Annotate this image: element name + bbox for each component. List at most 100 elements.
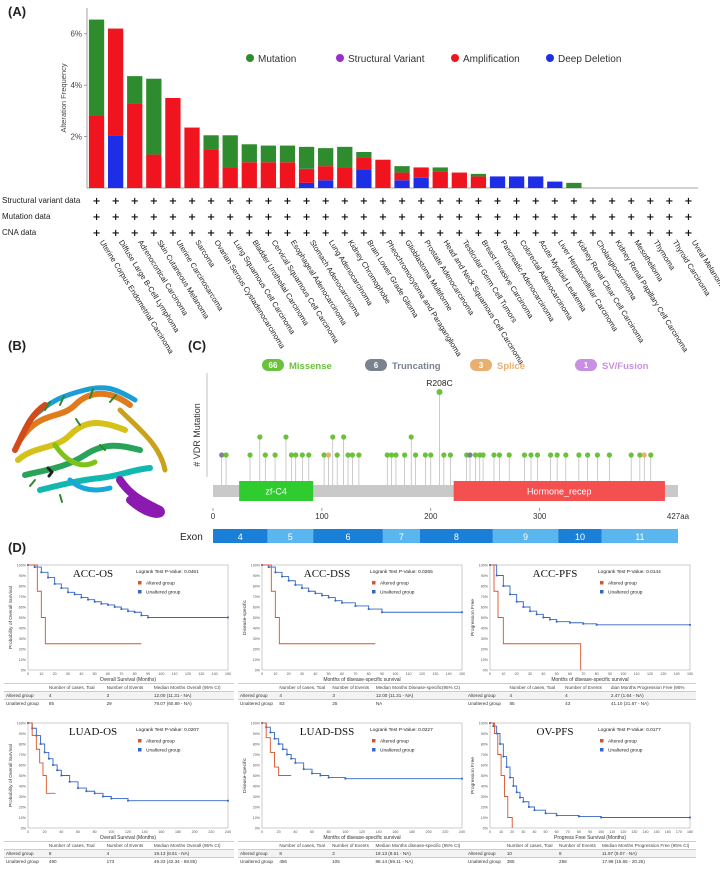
bar-segment-deep-deletion	[508, 176, 525, 188]
lollipop-head	[506, 452, 512, 458]
censor-mark	[515, 791, 518, 794]
km-table-cell: Altered group	[466, 691, 508, 700]
y-tick-label: 80%	[19, 585, 27, 589]
censor-mark	[53, 583, 56, 585]
lollipop-head	[408, 434, 414, 440]
x-tick-label: 90	[608, 672, 612, 676]
km-table-cell: 49.33 (42.34 - 58.85)	[151, 857, 234, 865]
lollipop-head	[341, 434, 347, 440]
legend-count: 3	[479, 361, 484, 370]
data-row-marker: +	[92, 196, 100, 207]
data-row-marker: +	[532, 196, 540, 207]
exon-block	[492, 529, 559, 543]
data-row-marker: +	[589, 196, 597, 207]
exon-block	[419, 529, 493, 543]
censor-mark	[549, 618, 551, 621]
x-tick-label: 240	[459, 830, 465, 834]
km-table-cell: 456	[277, 857, 331, 865]
y-tick-label: 10%	[19, 816, 27, 820]
lollipop-head	[637, 452, 643, 458]
data-row-marker: +	[264, 228, 272, 239]
lollipop-head	[628, 452, 634, 458]
y-tick-label: 10%	[253, 816, 261, 820]
km-table-header: Number of cases, Toal	[504, 841, 558, 850]
lollipop-head	[402, 452, 408, 458]
km-table-header-row: Number of cases, Toal Number of Events Med…	[4, 683, 234, 692]
exon-label: 11	[635, 532, 644, 542]
km-table-cell: 4	[507, 691, 564, 700]
exon-block	[382, 529, 420, 543]
censor-mark	[519, 796, 521, 799]
lollipop-head	[491, 452, 497, 458]
x-tick-label: 40	[313, 672, 317, 676]
km-plot-title: LUAD-OS	[69, 726, 117, 738]
km-table-header: Median Months Overall (95% CI)	[151, 683, 234, 692]
bar-segment-mutation	[394, 166, 410, 173]
data-row-marker: +	[398, 228, 406, 239]
y-tick-label: 80%	[253, 743, 261, 747]
x-tick-label: 130	[198, 672, 204, 676]
exon-block	[313, 529, 383, 543]
censor-mark	[367, 608, 370, 610]
data-row-marker: +	[551, 228, 559, 239]
x-tick-label: 240	[225, 830, 231, 834]
bar-segment-deep-deletion	[298, 182, 315, 188]
x-tick-label: 80	[367, 672, 371, 676]
exon-block	[558, 529, 602, 543]
y-tick-label: 70%	[481, 753, 489, 757]
km-table-header-row: Number of cases, Toal Number of Events dia…	[466, 683, 696, 692]
exon-block	[601, 529, 678, 543]
data-row-marker: +	[150, 196, 158, 207]
data-row-marker: +	[646, 196, 654, 207]
data-row-marker: +	[302, 196, 310, 207]
km-plot-title: OV-PFS	[537, 726, 574, 738]
lollipop-head	[349, 452, 355, 458]
km-table-cell: 4	[563, 691, 609, 700]
bar-segment-amplification	[260, 162, 277, 188]
lollipop-head	[521, 452, 528, 458]
y-tick-label: 50%	[253, 616, 261, 620]
censor-mark	[512, 785, 515, 787]
exon-label: 7	[399, 532, 404, 542]
y-tick-label: 100%	[251, 564, 261, 568]
censor-mark	[509, 593, 511, 596]
censor-mark	[67, 591, 69, 594]
pvalue-label: Logrank Test P-Value: 0.0227	[370, 727, 433, 733]
x-tick-label: 150	[687, 672, 693, 676]
data-row-label: Structural variant data	[2, 196, 81, 205]
x-tick-label: 80	[327, 830, 331, 834]
x-tick-label: 60	[310, 830, 314, 834]
x-tick-label: 10	[499, 830, 503, 834]
x-tick-label: 40	[79, 672, 83, 676]
y-tick-label: 70%	[19, 753, 27, 757]
x-tick-label: 180	[687, 830, 693, 834]
x-tick-label: 130	[660, 672, 666, 676]
censor-mark	[582, 622, 585, 625]
data-row-marker: +	[283, 228, 291, 239]
censor-mark	[509, 776, 511, 779]
censor-mark	[341, 601, 343, 604]
lollipop-head	[472, 452, 479, 458]
censor-mark	[39, 743, 42, 745]
data-row-marker: +	[245, 212, 253, 223]
censor-mark	[100, 602, 103, 605]
data-row-marker: +	[169, 228, 177, 239]
y-tick-label: 60%	[253, 764, 261, 768]
x-tick-label: 10	[501, 672, 505, 676]
altered-survival-curve	[262, 722, 292, 776]
data-row-marker: +	[92, 212, 100, 223]
lollipop-head	[321, 452, 327, 458]
exon-block	[213, 529, 268, 543]
bar-segment-amplification	[394, 172, 410, 181]
x-tick-label: 130	[432, 672, 438, 676]
exon-label: 10	[575, 532, 585, 542]
y-tick-label: 30%	[481, 637, 489, 641]
censor-mark	[294, 762, 297, 764]
panel-label-b: (B)	[8, 338, 27, 353]
bar-segment-amplification	[184, 127, 200, 188]
km-table-row: Altered group 4 3 12.00 (11.31 - NA)	[4, 691, 234, 700]
y-tick-label: 20%	[19, 648, 27, 652]
x-tick-label: 50	[93, 672, 97, 676]
censor-mark	[52, 764, 54, 766]
censor-mark	[73, 593, 76, 596]
